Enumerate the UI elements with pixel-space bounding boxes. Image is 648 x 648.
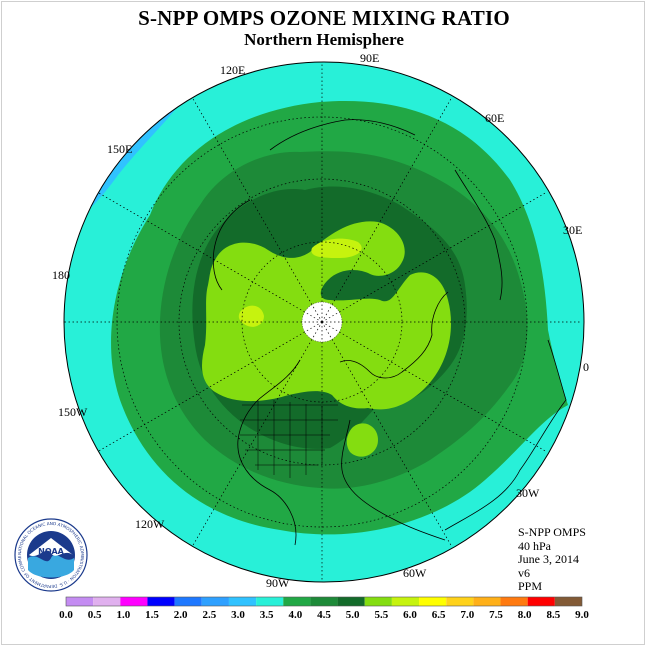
colorbar-swatch [147, 597, 175, 606]
lon-label-30w: 30W [516, 486, 540, 500]
colorbar-swatch [500, 597, 528, 606]
lon-label-90w: 90W [266, 576, 290, 590]
colorbar-swatch [228, 597, 257, 606]
lon-label-90e: 90E [360, 51, 380, 65]
map-subtitle: Northern Hemisphere [244, 30, 404, 49]
lon-label-180: 180 [52, 268, 70, 282]
colorbar-swatch [310, 597, 338, 606]
colorbar-tick-label: 6.5 [431, 609, 446, 621]
contour-5.5-6.0-patch [346, 423, 378, 457]
map-boundary [63, 61, 585, 583]
colorbar-tick-label: 2.5 [202, 609, 217, 621]
colorbar-tick-label: 3.0 [231, 609, 245, 621]
contour-6.0-6.5-b [238, 305, 264, 327]
colorbar-tick-label: 4.5 [317, 609, 331, 621]
colorbar-swatch [283, 597, 311, 606]
contour-6.0-6.5 [311, 238, 362, 258]
colorbar-tick-label: 5.5 [374, 609, 389, 621]
colorbar-swatch [66, 597, 94, 606]
colorbar-swatch [93, 597, 121, 606]
info-instrument: S-NPP OMPS [518, 525, 586, 539]
colorbar-tick-label: 8.0 [517, 609, 532, 621]
colorbar-tick-label: 7.5 [489, 609, 503, 621]
colorbar-swatch [554, 597, 582, 606]
colorbar-swatch [337, 597, 365, 606]
colorbar-swatch [446, 597, 474, 606]
info-date: June 3, 2014 [518, 552, 579, 567]
colorbar-tick-label: 3.5 [259, 609, 274, 621]
us-states [240, 400, 338, 478]
noaa-logo: NATIONAL OCEANIC AND ATMOSPHERIC ADMINIS… [14, 518, 88, 592]
colorbar-swatch [419, 597, 447, 606]
colorbar-swatch [256, 597, 284, 606]
lon-label-0: 0 [583, 360, 589, 374]
coastlines [212, 119, 567, 546]
lon-label-150w: 150W [58, 405, 88, 419]
colorbar-tick-label: 0.5 [87, 609, 102, 621]
info-level: 40 hPa [518, 538, 551, 553]
colorbar-tick-label: 8.5 [546, 609, 561, 621]
lon-label-60e: 60E [485, 111, 505, 125]
colorbar-swatch [527, 597, 555, 606]
colorbar-tick-label: 1.0 [116, 609, 131, 621]
lon-label-150e: 150E [107, 142, 133, 156]
colorbar-tick-label: 0.0 [59, 609, 73, 621]
graticule [62, 62, 582, 582]
lon-label-60w: 60W [403, 566, 427, 580]
colorbar-swatch [201, 597, 229, 606]
colorbar-tick-label: 4.0 [288, 609, 303, 621]
info-version: v6 [518, 565, 530, 580]
colorbar-tick-label: 1.5 [145, 609, 159, 621]
info-units: PPM [518, 579, 543, 594]
colorbar-swatch [174, 597, 202, 606]
colorbar-tick-label: 9.0 [575, 609, 589, 621]
colorbar-swatches [65, 596, 583, 607]
lon-label-120w: 120W [135, 517, 165, 531]
lon-label-120e: 120E [220, 63, 246, 77]
colorbar-tick-label: 5.0 [345, 609, 360, 621]
colorbar-tick-label: 7.0 [460, 609, 475, 621]
lon-label-30e: 30E [563, 223, 583, 237]
map-title: S-NPP OMPS OZONE MIXING RATIO [138, 6, 510, 30]
colorbar-swatch [364, 597, 392, 606]
colorbar-tick-label: 6.0 [403, 609, 417, 621]
colorbar-swatch [473, 597, 501, 606]
info-block: S-NPP OMPS 40 hPa June 3, 2014 v6 PPM [518, 525, 586, 594]
colorbar-swatch [120, 597, 148, 606]
colorbar-outline [65, 596, 583, 607]
colorbar-tick-label: 2.0 [173, 609, 188, 621]
colorbar-swatch [391, 597, 420, 606]
noaa-logo-text: NOAA [38, 547, 64, 556]
